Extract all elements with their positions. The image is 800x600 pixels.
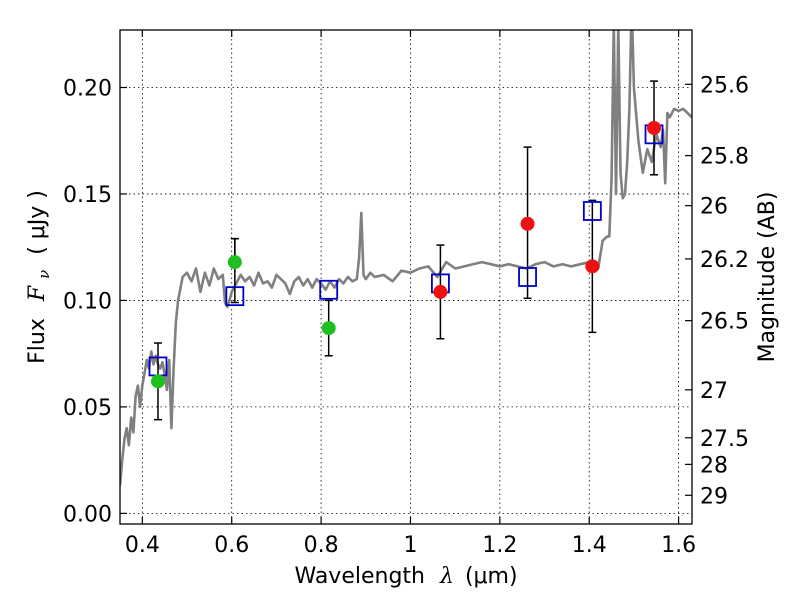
y-axis-label-symbol: F (25, 285, 50, 302)
y-tick-label: 0.05 (63, 396, 112, 421)
y2-tick-label: 28 (700, 453, 728, 478)
observed-point-marker (585, 259, 600, 274)
observed-point-marker (321, 321, 336, 336)
x-axis-label-symbol: λ (439, 564, 454, 589)
y2-axis-label: Magnitude (AB) (755, 192, 780, 363)
y2-tick-label: 27 (700, 379, 728, 404)
observed-point-marker (150, 374, 165, 389)
x-axis-label-prefix: Wavelength (294, 564, 425, 589)
y2-tick-label: 26 (700, 195, 728, 220)
y2-tick-label: 27.5 (700, 427, 749, 452)
y2-tick-label: 25.8 (700, 145, 749, 170)
model-square-marker (225, 286, 245, 307)
model-square-marker (582, 201, 602, 221)
y2-tick-label: 29 (700, 484, 728, 509)
y-tick-label: 0.10 (63, 289, 112, 314)
x-tick-label: 0.4 (125, 533, 160, 558)
plot-frame (119, 29, 693, 525)
observed-point-marker (520, 216, 535, 231)
y-axis-label: Flux F ν ( μJy ) (25, 190, 55, 364)
plot-area (120, 30, 692, 486)
grid-lines (120, 30, 692, 524)
x-tick-label: 1.6 (661, 533, 696, 558)
y-tick-label: 0.15 (63, 183, 112, 208)
y2-tick-label: 26.2 (700, 248, 749, 273)
model-square-marker (518, 267, 537, 287)
x-tick-label: 0.8 (304, 533, 339, 558)
observed-point-marker (433, 284, 448, 299)
model-square-marker (319, 279, 339, 300)
sed-line (120, 30, 692, 486)
y-tick-label: 0.20 (63, 76, 112, 101)
y2-tick-label: 25.6 (700, 73, 749, 98)
x-axis-label-unit: (μm) (465, 564, 518, 589)
y-tick-label: 0.00 (63, 502, 112, 527)
x-tick-label: 1.2 (482, 533, 517, 558)
x-tick-label: 0.6 (214, 533, 249, 558)
x-axis-label: Wavelength λ (μm) (294, 564, 517, 589)
x-tick-label: 1 (403, 533, 417, 558)
x-tick-label: 1.4 (572, 533, 607, 558)
y-axis-label-unit: ( μJy ) (25, 190, 50, 255)
axis-ticks: 0.4 0.6 0.8 1 1.2 1.4 1.6 0.00 0.05 0.10 0.15 0.20 2… (63, 30, 749, 558)
y-axis-label-subscript: ν (35, 270, 53, 279)
y-axis-label-prefix: Flux (25, 318, 50, 364)
observed-point-marker (647, 120, 662, 135)
observed-point-marker (227, 255, 242, 270)
y2-tick-label: 26.5 (700, 310, 749, 335)
